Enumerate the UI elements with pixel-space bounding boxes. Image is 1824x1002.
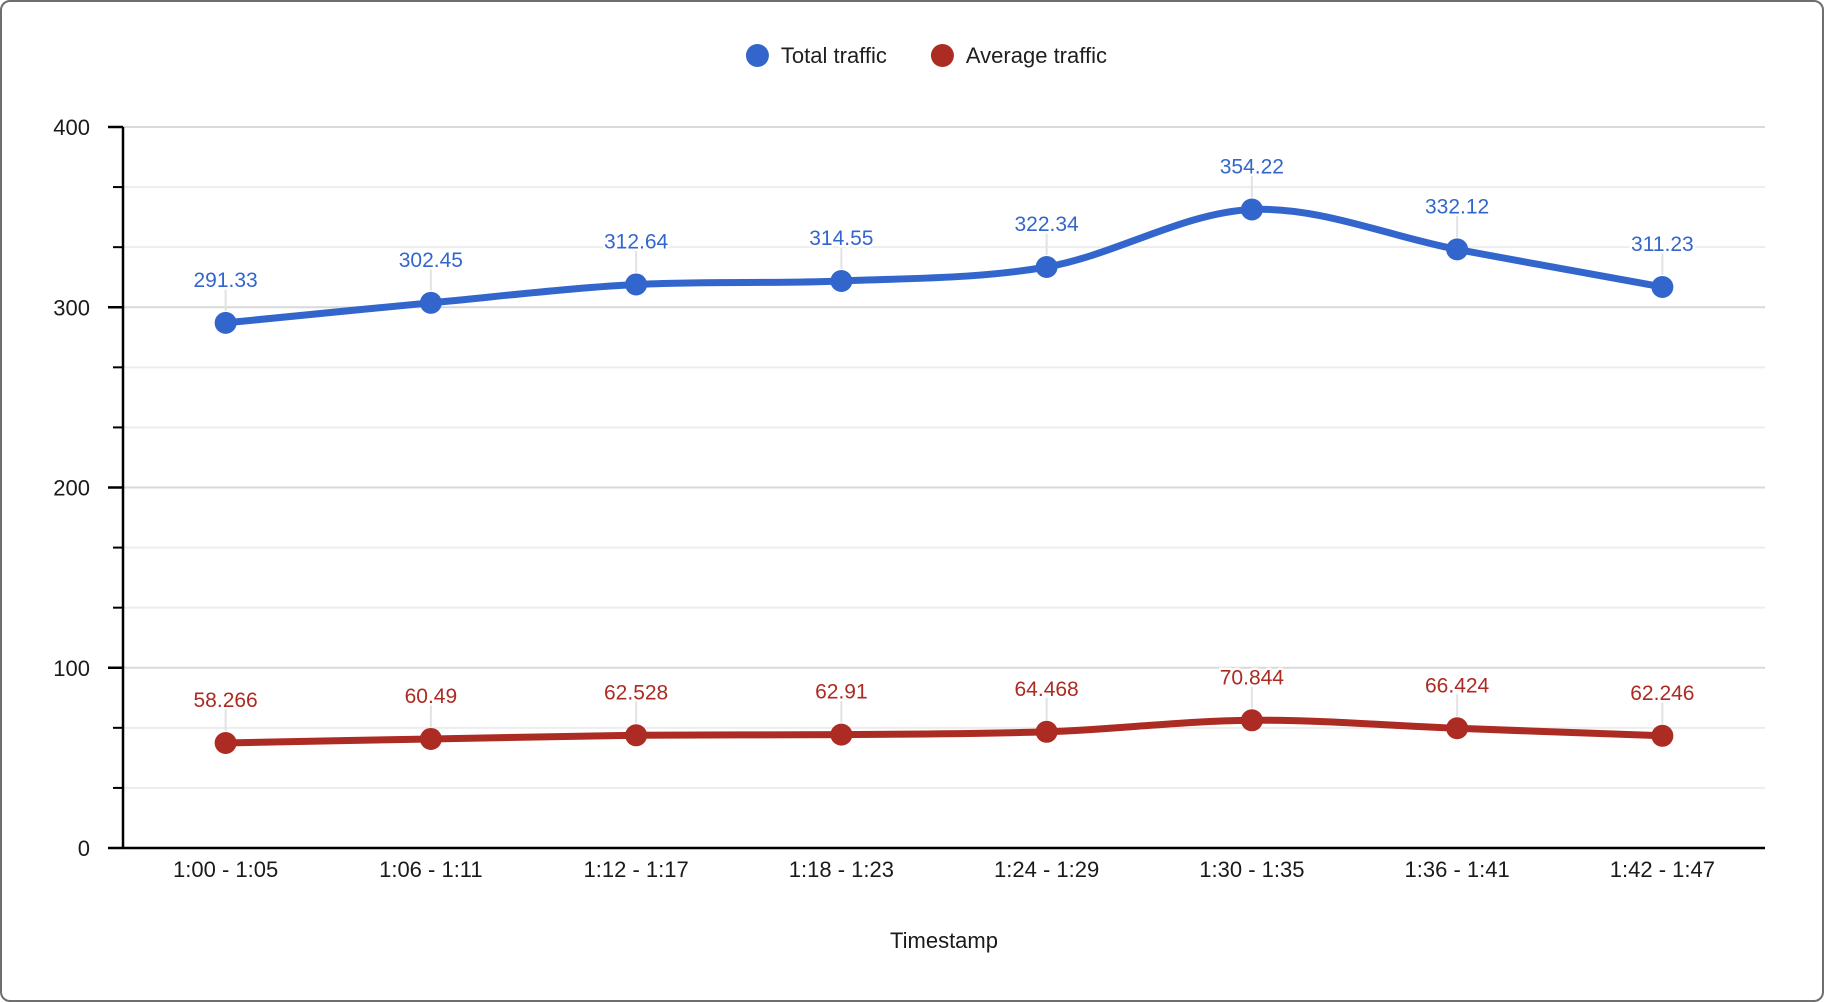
data-point[interactable] (214, 731, 237, 754)
legend-item-total-traffic[interactable]: Total traffic (745, 42, 887, 68)
y-axis-tick-label: 300 (53, 295, 90, 320)
data-point-label: 302.45 (399, 249, 463, 272)
data-point[interactable] (1240, 198, 1263, 221)
legend-swatch-circle-icon (930, 44, 954, 67)
data-point-label: 60.49 (405, 685, 458, 708)
x-axis-tick-label: 1:06 - 1:11 (379, 857, 483, 882)
y-axis-tick-label: 400 (53, 115, 90, 140)
data-point-label: 332.12 (1425, 195, 1489, 218)
x-axis-tick-label: 1:24 - 1:29 (994, 857, 1099, 882)
data-point-label: 62.246 (1630, 682, 1694, 705)
x-axis-tick-label: 1:18 - 1:23 (789, 857, 894, 882)
data-point[interactable] (214, 311, 237, 334)
series-line-total-traffic (222, 205, 1666, 327)
data-point-label: 314.55 (809, 227, 873, 250)
data-point-label: 354.22 (1220, 156, 1284, 179)
data-point[interactable] (1240, 709, 1263, 732)
data-point-label: 312.64 (604, 230, 669, 253)
legend-item-label: Average traffic (965, 42, 1107, 68)
legend-swatch-circle-icon (745, 44, 769, 67)
data-point[interactable] (1651, 724, 1674, 747)
data-point[interactable] (419, 727, 442, 750)
data-point[interactable] (1035, 255, 1058, 278)
data-point[interactable] (419, 291, 442, 314)
x-axis-tick-label: 1:00 - 1:05 (173, 857, 278, 882)
data-point-label: 70.844 (1220, 666, 1285, 689)
y-axis-tick-label: 0 (78, 836, 90, 861)
data-point[interactable] (1035, 720, 1058, 743)
x-axis-title: Timestamp (890, 928, 998, 953)
x-axis-tick-label: 1:12 - 1:17 (584, 857, 689, 882)
data-point-label: 66.424 (1425, 674, 1490, 697)
chart-legend: Total traffic Average traffic (745, 42, 1107, 68)
data-point[interactable] (625, 273, 648, 296)
data-point[interactable] (1446, 238, 1469, 261)
data-point-label: 64.468 (1015, 678, 1079, 701)
data-point-label: 62.91 (815, 681, 868, 704)
data-point-label: 322.34 (1015, 213, 1080, 236)
y-axis-tick-label: 100 (53, 656, 90, 681)
data-point-label: 291.33 (194, 269, 258, 292)
data-point-label: 311.23 (1631, 233, 1694, 256)
data-point[interactable] (830, 723, 853, 746)
data-point[interactable] (1651, 276, 1674, 299)
data-point-label: 62.528 (604, 681, 668, 704)
x-axis-tick-label: 1:42 - 1:47 (1610, 857, 1715, 882)
x-axis-tick-label: 1:30 - 1:35 (1199, 857, 1304, 882)
data-point[interactable] (830, 270, 853, 293)
data-point[interactable] (625, 724, 648, 747)
y-axis-tick-label: 200 (53, 476, 90, 501)
data-point[interactable] (1446, 717, 1469, 740)
legend-item-label: Total traffic (780, 42, 887, 68)
data-point-label: 58.266 (194, 689, 258, 712)
x-axis-tick-label: 1:36 - 1:41 (1405, 857, 1510, 882)
series-line-average-traffic (222, 716, 1666, 747)
legend-item-average-traffic[interactable]: Average traffic (930, 42, 1107, 68)
